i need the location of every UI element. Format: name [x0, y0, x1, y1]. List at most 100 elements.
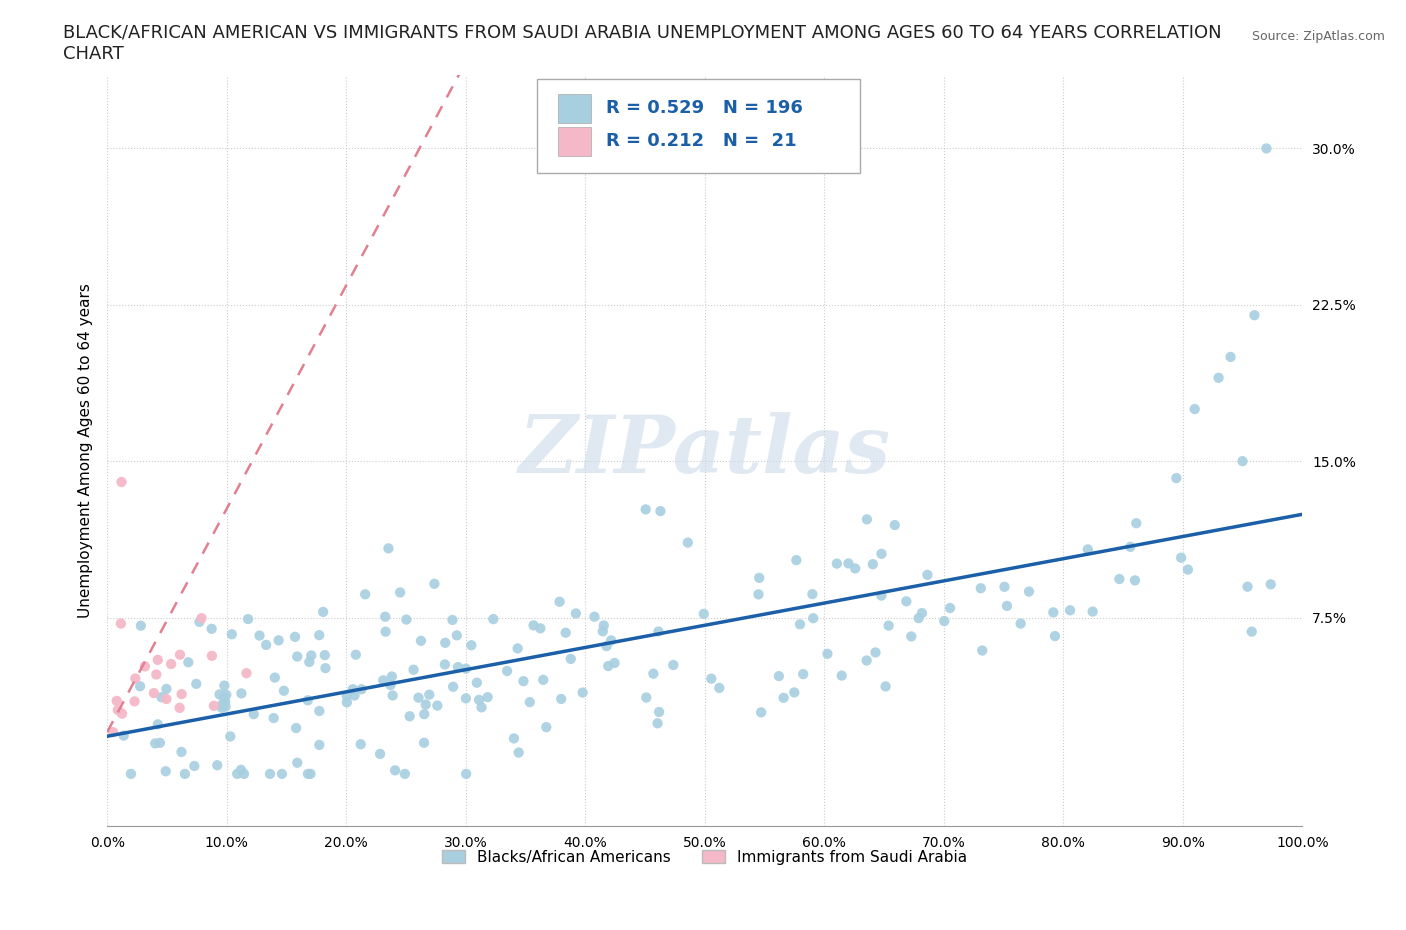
Point — [844, 561, 866, 576]
Point — [911, 605, 934, 620]
Point — [285, 721, 308, 736]
Point — [456, 766, 478, 781]
Point — [1059, 603, 1081, 618]
Point — [772, 690, 794, 705]
Point — [875, 679, 897, 694]
Point — [1042, 604, 1064, 619]
Point — [503, 731, 526, 746]
Point — [408, 690, 430, 705]
Point — [233, 766, 256, 781]
Point — [1081, 604, 1104, 619]
Point — [768, 669, 790, 684]
Point — [211, 698, 233, 712]
Point — [221, 627, 243, 642]
Text: R = 0.529   N = 196: R = 0.529 N = 196 — [606, 100, 803, 117]
Point — [598, 658, 620, 673]
Point — [299, 648, 322, 663]
Point — [380, 678, 402, 693]
Point — [508, 745, 530, 760]
Text: Source: ZipAtlas.com: Source: ZipAtlas.com — [1251, 30, 1385, 43]
Point — [110, 616, 132, 631]
Point — [155, 692, 177, 707]
Point — [299, 766, 322, 781]
Point — [155, 764, 177, 778]
Point — [454, 661, 477, 676]
Point — [231, 686, 253, 701]
Point — [129, 618, 152, 633]
Point — [398, 709, 420, 724]
Point — [1125, 516, 1147, 531]
Point — [381, 688, 404, 703]
Point — [214, 694, 236, 709]
Text: BLACK/AFRICAN AMERICAN VS IMMIGRANTS FROM SAUDI ARABIA UNEMPLOYMENT AMONG AGES 6: BLACK/AFRICAN AMERICAN VS IMMIGRANTS FRO… — [63, 23, 1222, 41]
Point — [297, 766, 319, 781]
Point — [1166, 471, 1188, 485]
Point — [124, 694, 146, 709]
Point — [208, 687, 231, 702]
Point — [1119, 539, 1142, 554]
Point — [837, 556, 859, 571]
Point — [460, 638, 482, 653]
Point — [454, 691, 477, 706]
Point — [263, 671, 285, 685]
Point — [801, 587, 824, 602]
Point — [865, 645, 887, 660]
Point — [169, 647, 191, 662]
Point — [993, 579, 1015, 594]
Point — [142, 685, 165, 700]
Point — [592, 624, 614, 639]
Point — [101, 724, 124, 739]
Point — [384, 763, 406, 777]
Point — [548, 594, 571, 609]
Point — [226, 766, 249, 781]
Point — [662, 658, 685, 672]
Point — [1077, 542, 1099, 557]
Point — [284, 630, 307, 644]
Point — [1108, 572, 1130, 587]
Point — [149, 736, 172, 751]
Point — [550, 692, 572, 707]
Legend: Blacks/African Americans, Immigrants from Saudi Arabia: Blacks/African Americans, Immigrants fro… — [436, 844, 973, 870]
Point — [342, 682, 364, 697]
Point — [134, 659, 156, 674]
Point — [183, 759, 205, 774]
Point — [995, 599, 1018, 614]
Point — [1177, 562, 1199, 577]
Point — [107, 702, 129, 717]
Point — [259, 766, 281, 781]
Point — [446, 628, 468, 643]
Point — [506, 641, 529, 656]
Point — [229, 763, 252, 777]
Point — [883, 518, 905, 533]
Text: CHART: CHART — [63, 45, 124, 62]
Point — [169, 700, 191, 715]
Point — [970, 581, 993, 596]
Point — [308, 703, 330, 718]
Point — [215, 687, 238, 702]
Point — [917, 567, 939, 582]
Point — [749, 705, 772, 720]
Point — [583, 609, 606, 624]
Point — [415, 698, 437, 712]
Point — [592, 618, 614, 633]
Point — [825, 556, 848, 571]
Point — [188, 615, 211, 630]
Point — [242, 707, 264, 722]
Point — [110, 474, 132, 489]
Point — [529, 621, 551, 636]
Point — [1243, 308, 1265, 323]
Point — [972, 643, 994, 658]
Point — [389, 585, 412, 600]
Point — [434, 635, 457, 650]
Point — [129, 679, 152, 694]
Point — [150, 690, 173, 705]
Point — [870, 588, 893, 603]
Point — [155, 682, 177, 697]
Point — [907, 611, 929, 626]
Point — [647, 624, 669, 639]
Point — [747, 587, 769, 602]
Point — [426, 698, 449, 713]
Point — [336, 695, 359, 710]
Bar — [558, 127, 591, 155]
Point — [219, 729, 242, 744]
